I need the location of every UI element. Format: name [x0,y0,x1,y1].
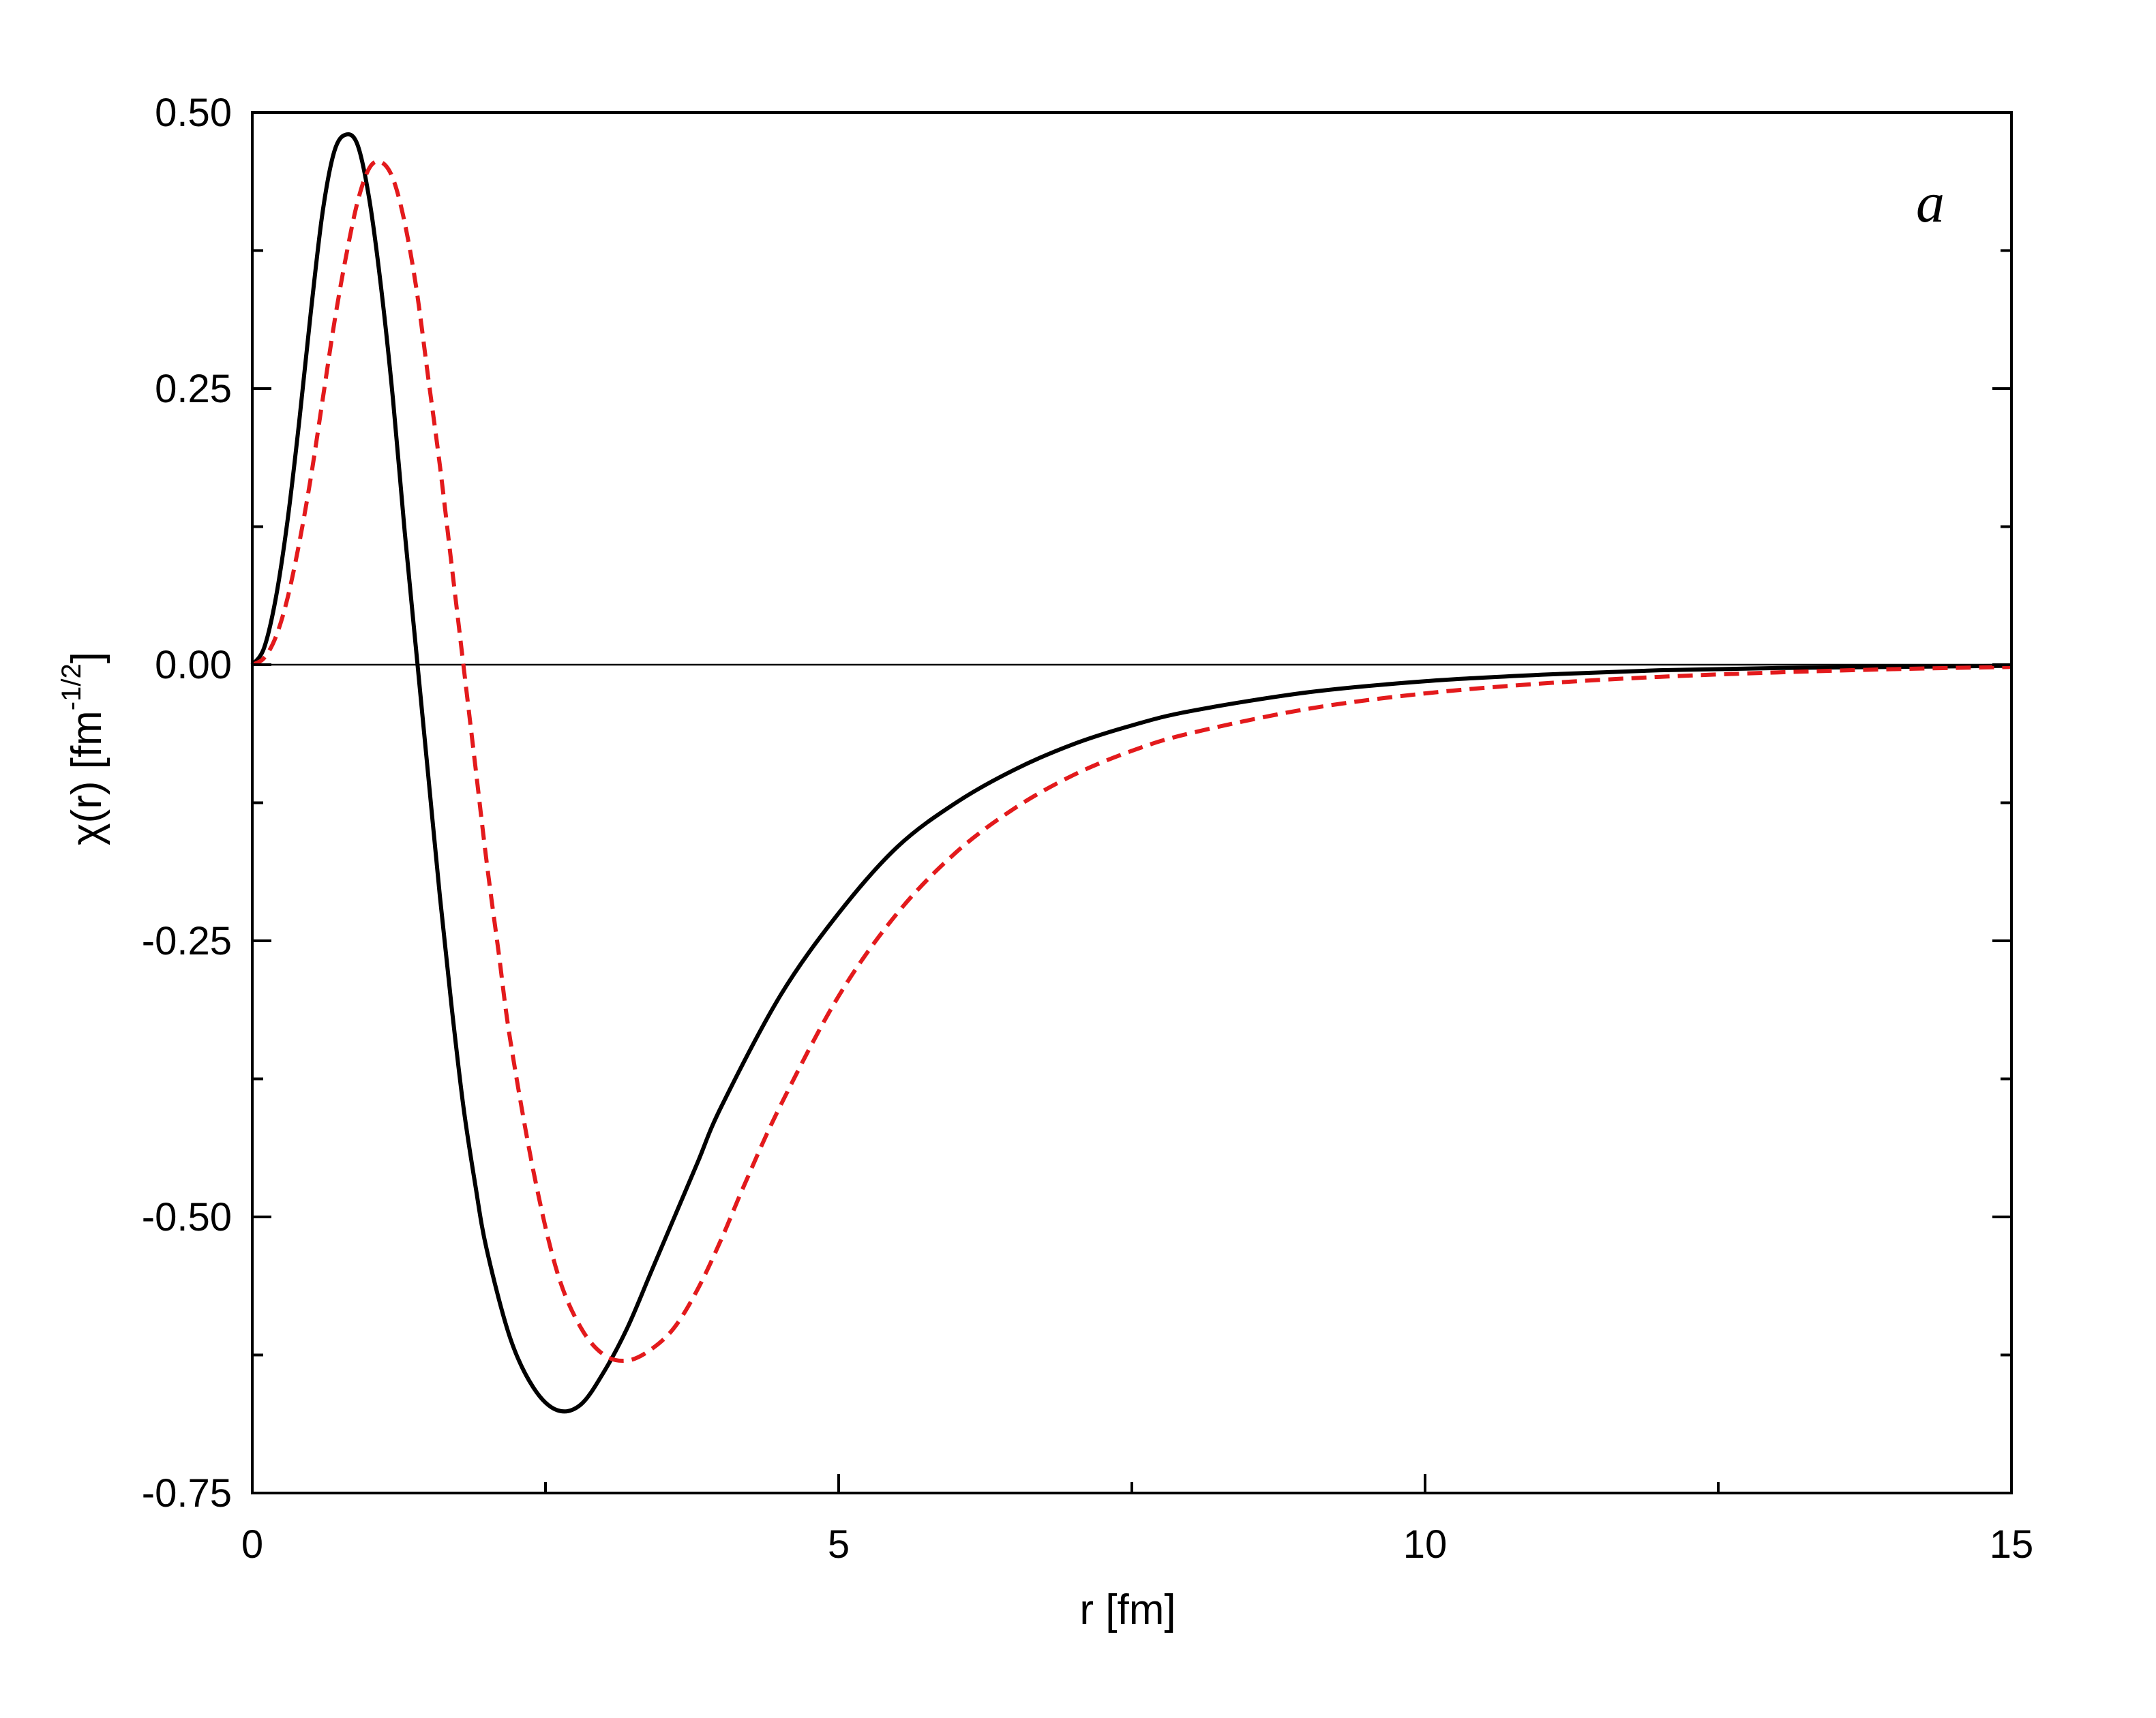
y-tick-label: 0.25 [155,367,232,411]
series-line-0-solid [250,132,2012,1414]
x-tick-label: 15 [1990,1522,2034,1567]
y-tick-label: -0.25 [142,919,232,963]
x-tick-label: 0 [241,1522,263,1567]
y-tick-label: -0.75 [142,1471,232,1516]
x-tick-label: 10 [1403,1522,1448,1567]
panel-label: a [1916,171,1945,235]
y-axis-title-suffix: ] [63,652,110,663]
series-line-1-dashed [251,159,2012,1363]
y-axis-title-superscript: -1/2 [57,663,87,710]
y-axis-title: χ(r) [fm-1/2] [57,652,110,845]
y-axis-title-main: χ(r) [fm [63,710,110,845]
y-tick-label: 0.00 [155,643,232,687]
y-tick-label: -0.50 [142,1195,232,1239]
plot-area: 0 5 10 15 0.50 0.25 0.00 -0.25 -0.50 -0.75 [142,91,2033,1567]
x-tick-label: 5 [828,1522,850,1567]
x-axis-title: r [fm] [1079,1586,1176,1633]
y-tick-label: 0.50 [155,91,232,135]
